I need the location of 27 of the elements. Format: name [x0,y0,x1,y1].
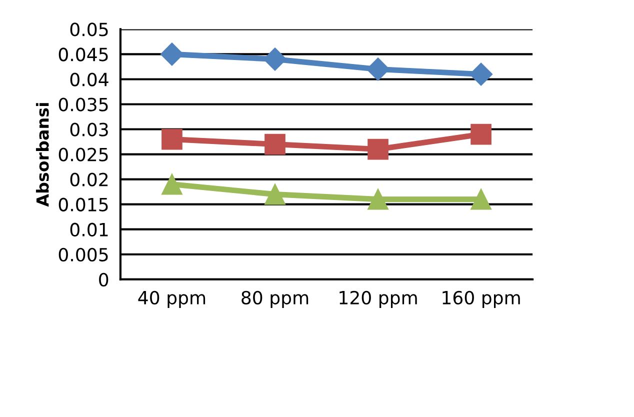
y-tick-label: 0.01 [70,222,108,236]
point [264,184,286,205]
x-tick-label: 80 ppm [242,290,308,308]
y-tick-label: 0.025 [58,148,108,162]
point [264,48,286,71]
y-tick-label: 0.005 [58,248,108,262]
point [162,128,182,150]
point [470,188,492,210]
y-axis-title: Absorbansi [36,103,49,207]
point [264,134,286,155]
y-tick-label: 0.05 [70,22,108,36]
y-tick-label: 0.045 [58,48,108,62]
x-tick-label: 120 ppm [340,290,417,308]
x-tick-label: 40 ppm [138,290,206,308]
y-tick-label: 0.02 [70,172,108,186]
y-tick-label: 0.04 [70,72,108,86]
point [470,62,493,86]
y-tick-label: 0.015 [58,198,108,212]
point [368,188,388,210]
x-tick-label: 160 ppm [442,290,520,308]
y-tick-label: 0.035 [58,98,108,112]
point [160,42,184,66]
y-tick-label: 0 [99,272,108,287]
y-tick-label: 0.03 [70,122,108,136]
point [368,138,388,160]
point [162,174,182,195]
point [470,124,492,145]
